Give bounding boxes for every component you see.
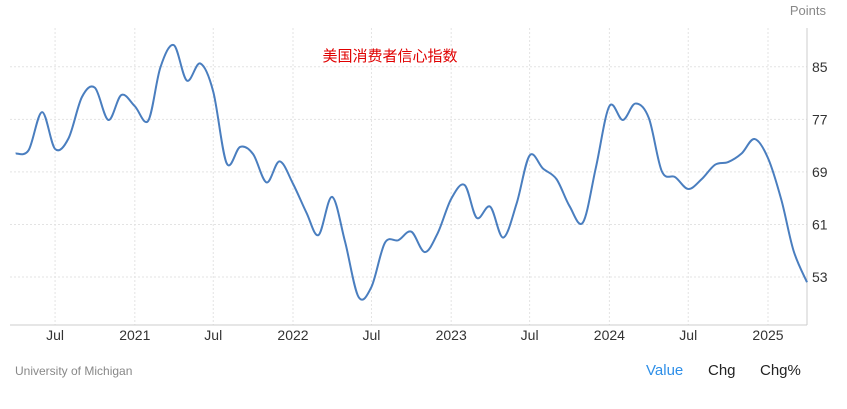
x-tick-label: 2021 (119, 327, 150, 343)
series (15, 43, 808, 301)
tab-value[interactable]: Value (646, 362, 684, 379)
x-tick-label: 2024 (594, 327, 625, 343)
tab-chg[interactable]: Chg (708, 362, 736, 379)
source-label: University of Michigan (15, 364, 133, 378)
x-tick-label: 2022 (277, 327, 308, 343)
x-tick-label: Jul (362, 327, 380, 343)
x-tick-label: Jul (521, 327, 539, 343)
x-tick-label: Jul (679, 327, 697, 343)
axes: 53 61 69 77 85 Jul 2021 Jul 2022 Jul 2023 Jul 2024 Ju… (10, 28, 828, 343)
y-tick-label: 61 (812, 216, 828, 232)
y-axis-unit: Points (790, 3, 827, 18)
x-tick-label: 2025 (752, 327, 783, 343)
y-tick-label: 77 (812, 111, 828, 127)
y-tick-label: 69 (812, 164, 828, 180)
x-tick-label: 2023 (436, 327, 467, 343)
x-tick-label: Jul (46, 327, 64, 343)
grid (10, 28, 807, 325)
y-tick-label: 85 (812, 59, 828, 75)
chart-title: 美国消费者信心指数 (322, 48, 457, 65)
y-tick-label: 53 (812, 269, 828, 285)
tab-chg-percent[interactable]: Chg% (760, 362, 801, 379)
x-tick-label: Jul (204, 327, 222, 343)
